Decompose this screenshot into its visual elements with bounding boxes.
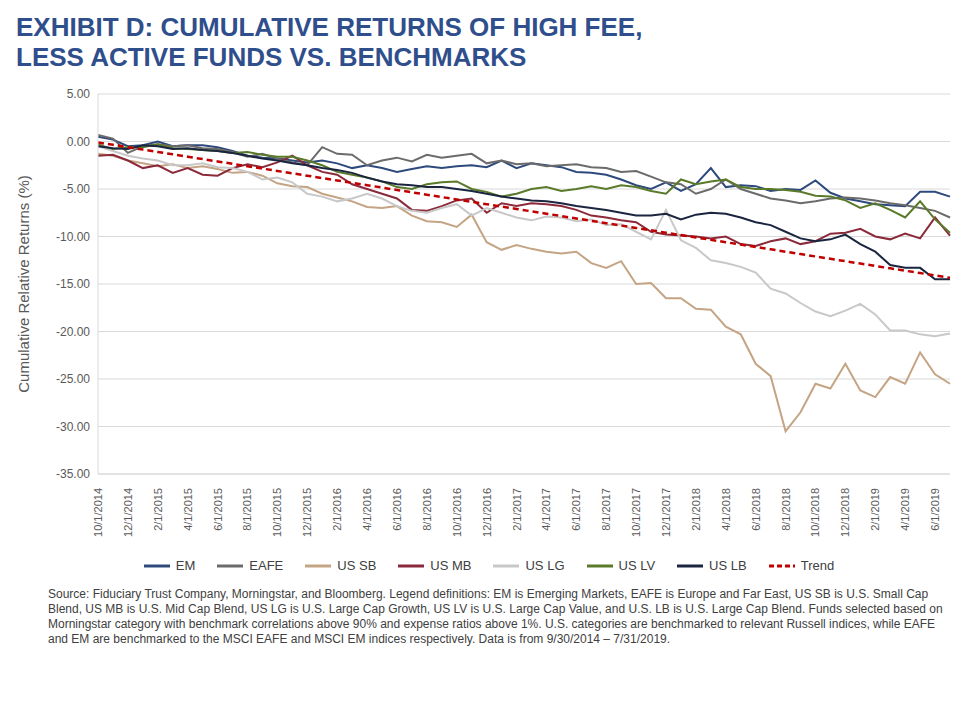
svg-text:12/1/2018: 12/1/2018	[839, 488, 851, 537]
svg-text:-35.00: -35.00	[56, 467, 90, 481]
svg-text:10/1/2014: 10/1/2014	[92, 488, 104, 537]
html-text:EM: EM	[175, 558, 196, 573]
svg-text:4/1/2015: 4/1/2015	[182, 488, 194, 531]
html-text:US LG: US LG	[525, 558, 565, 573]
html-text:US SB: US SB	[337, 558, 377, 573]
svg-text:-25.00: -25.00	[56, 372, 90, 386]
svg-text:10/1/2018: 10/1/2018	[809, 488, 821, 537]
svg-text:2/1/2016: 2/1/2016	[331, 488, 343, 531]
svg-text:8/1/2017: 8/1/2017	[600, 488, 612, 531]
svg-text:-20.00: -20.00	[56, 325, 90, 339]
svg-text:4/1/2018: 4/1/2018	[720, 488, 732, 531]
svg-text:12/1/2015: 12/1/2015	[301, 488, 313, 537]
svg-text:6/1/2019: 6/1/2019	[929, 488, 941, 531]
svg-text:6/1/2016: 6/1/2016	[391, 488, 403, 531]
svg-text:4/1/2016: 4/1/2016	[361, 488, 373, 531]
svg-text:6/1/2017: 6/1/2017	[570, 488, 582, 531]
svg-text:8/1/2015: 8/1/2015	[241, 488, 253, 531]
svg-text:2/1/2017: 2/1/2017	[511, 488, 523, 531]
svg-text:4/1/2017: 4/1/2017	[540, 488, 552, 531]
svg-text:10/1/2017: 10/1/2017	[630, 488, 642, 537]
html-text:US MB: US MB	[430, 558, 472, 573]
svg-text:12/1/2014: 12/1/2014	[122, 488, 134, 537]
svg-text:10/1/2015: 10/1/2015	[271, 488, 283, 537]
svg-text:-30.00: -30.00	[56, 420, 90, 434]
svg-text:5.00: 5.00	[67, 87, 91, 101]
svg-text:-5.00: -5.00	[63, 182, 91, 196]
svg-text:2/1/2019: 2/1/2019	[869, 488, 881, 531]
svg-text:6/1/2018: 6/1/2018	[750, 488, 762, 531]
html-text:US LB: US LB	[709, 558, 747, 573]
svg-text:8/1/2018: 8/1/2018	[780, 488, 792, 531]
html-text:EXHIBIT D: CUMULATIVE RETURNS: EXHIBIT D: CUMULATIVE RETURNS OF HIGH FE…	[16, 12, 643, 72]
svg-text:-10.00: -10.00	[56, 230, 90, 244]
svg-text:4/1/2019: 4/1/2019	[899, 488, 911, 531]
svg-text:8/1/2016: 8/1/2016	[421, 488, 433, 531]
html-text:US LV: US LV	[618, 558, 656, 573]
svg-text:6/1/2015: 6/1/2015	[212, 488, 224, 531]
svg-text:12/1/2016: 12/1/2016	[481, 488, 493, 537]
svg-text:2/1/2018: 2/1/2018	[690, 488, 702, 531]
svg-text:0.00: 0.00	[67, 135, 91, 149]
html-text:EAFE: EAFE	[249, 558, 284, 573]
svg-text:Cumulative Relative Returns (%: Cumulative Relative Returns (%)	[15, 175, 32, 393]
html-text:Source: Fiduciary Trust Compan: Source: Fiduciary Trust Company, Morning…	[48, 587, 943, 646]
svg-text:2/1/2015: 2/1/2015	[152, 488, 164, 531]
svg-text:12/1/2017: 12/1/2017	[660, 488, 672, 537]
svg-text:10/1/2016: 10/1/2016	[451, 488, 463, 537]
html-text:Trend: Trend	[800, 558, 835, 573]
svg-text:-15.00: -15.00	[56, 277, 90, 291]
